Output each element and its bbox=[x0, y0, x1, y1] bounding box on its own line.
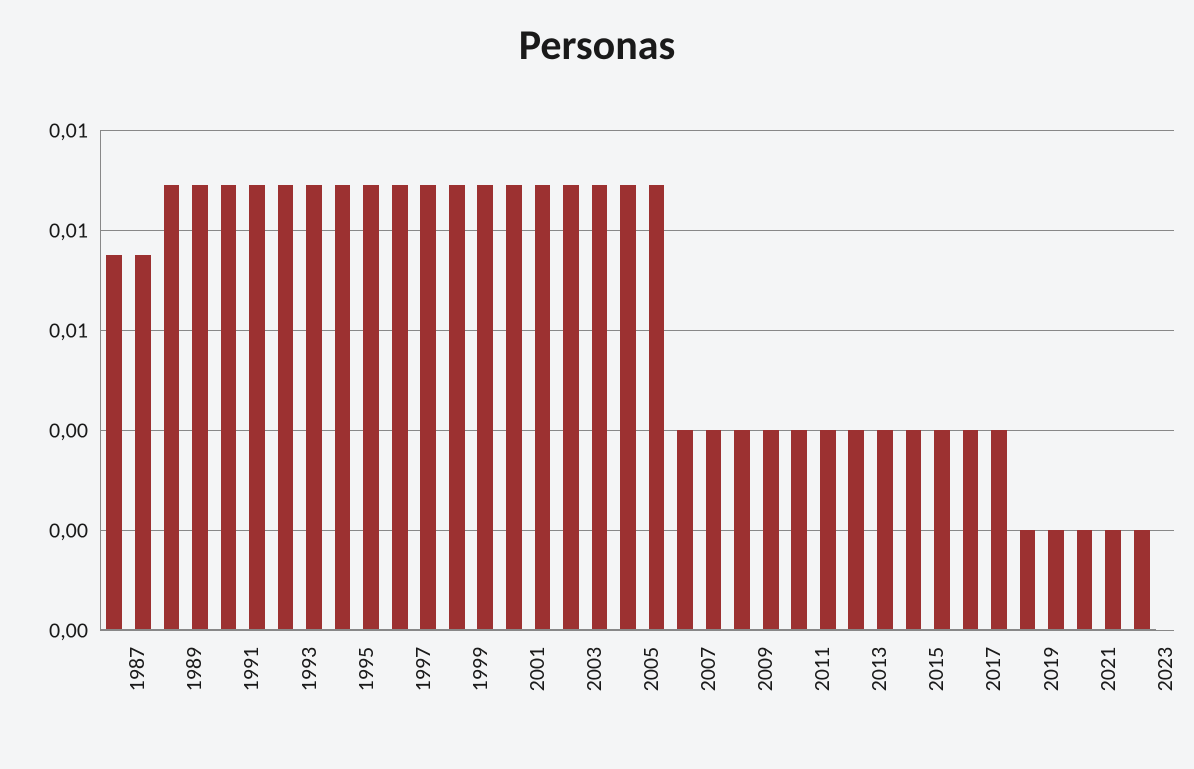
bar bbox=[420, 185, 436, 630]
x-tick-label: 1989 bbox=[180, 647, 207, 692]
y-tick-label: 0,01 bbox=[49, 317, 100, 344]
bar bbox=[934, 430, 950, 630]
bar bbox=[392, 185, 408, 630]
x-tick-label: 2011 bbox=[808, 647, 835, 692]
bar bbox=[1105, 530, 1121, 630]
x-axis bbox=[100, 629, 1156, 630]
x-tick-label: 2017 bbox=[979, 647, 1006, 692]
x-tick-label: 2007 bbox=[694, 647, 721, 692]
bar bbox=[135, 255, 151, 630]
y-axis bbox=[100, 130, 101, 630]
chart-title: Personas bbox=[0, 20, 1194, 71]
bar bbox=[963, 430, 979, 630]
plot-inner: 0,000,000,000,010,010,01 198719891991199… bbox=[100, 130, 1156, 630]
x-tick-label: 1987 bbox=[123, 647, 150, 692]
bar bbox=[164, 185, 180, 630]
x-tick-label: 1993 bbox=[294, 647, 321, 692]
y-tick-label: 0,01 bbox=[49, 117, 100, 144]
x-tick-label: 2005 bbox=[637, 647, 664, 692]
gridline bbox=[100, 630, 1174, 631]
x-tick-label: 2023 bbox=[1151, 647, 1178, 692]
x-tick-label: 2019 bbox=[1036, 647, 1063, 692]
bar bbox=[1134, 530, 1150, 630]
bar bbox=[221, 185, 237, 630]
bar bbox=[649, 185, 665, 630]
bar bbox=[734, 430, 750, 630]
bar bbox=[677, 430, 693, 630]
x-tick-label: 1999 bbox=[466, 647, 493, 692]
x-tick-label: 1997 bbox=[408, 647, 435, 692]
bar bbox=[906, 430, 922, 630]
bar bbox=[763, 430, 779, 630]
bar bbox=[335, 185, 351, 630]
x-tick-label: 2009 bbox=[751, 647, 778, 692]
y-tick-label: 0,00 bbox=[49, 517, 100, 544]
bar bbox=[449, 185, 465, 630]
x-tick-label: 2015 bbox=[922, 647, 949, 692]
bar bbox=[592, 185, 608, 630]
bar bbox=[535, 185, 551, 630]
x-tick-label: 2021 bbox=[1093, 647, 1120, 692]
bar bbox=[506, 185, 522, 630]
bar bbox=[991, 430, 1007, 630]
bar bbox=[363, 185, 379, 630]
chart-stage: Personas 0,000,000,000,010,010,01 198719… bbox=[0, 0, 1194, 769]
bar bbox=[877, 430, 893, 630]
bar bbox=[1077, 530, 1093, 630]
bar bbox=[192, 185, 208, 630]
y-tick-label: 0,01 bbox=[49, 217, 100, 244]
x-tick-label: 2013 bbox=[865, 647, 892, 692]
x-tick-label: 1991 bbox=[237, 647, 264, 692]
bar bbox=[706, 430, 722, 630]
y-tick-label: 0,00 bbox=[49, 617, 100, 644]
bar bbox=[1020, 530, 1036, 630]
bar bbox=[1048, 530, 1064, 630]
x-tick-label: 2001 bbox=[523, 647, 550, 692]
bar bbox=[306, 185, 322, 630]
bar bbox=[791, 430, 807, 630]
x-tick-label: 2003 bbox=[580, 647, 607, 692]
bar bbox=[820, 430, 836, 630]
bar bbox=[249, 185, 265, 630]
bar bbox=[848, 430, 864, 630]
bar bbox=[620, 185, 636, 630]
x-tick-label: 1995 bbox=[351, 647, 378, 692]
y-tick-label: 0,00 bbox=[49, 417, 100, 444]
bar bbox=[278, 185, 294, 630]
bar bbox=[477, 185, 493, 630]
bars: 1987198919911993199519971999200120032005… bbox=[100, 130, 1156, 630]
bar bbox=[106, 255, 122, 630]
bar bbox=[563, 185, 579, 630]
plot-area: 0,000,000,000,010,010,01 198719891991199… bbox=[100, 130, 1156, 630]
